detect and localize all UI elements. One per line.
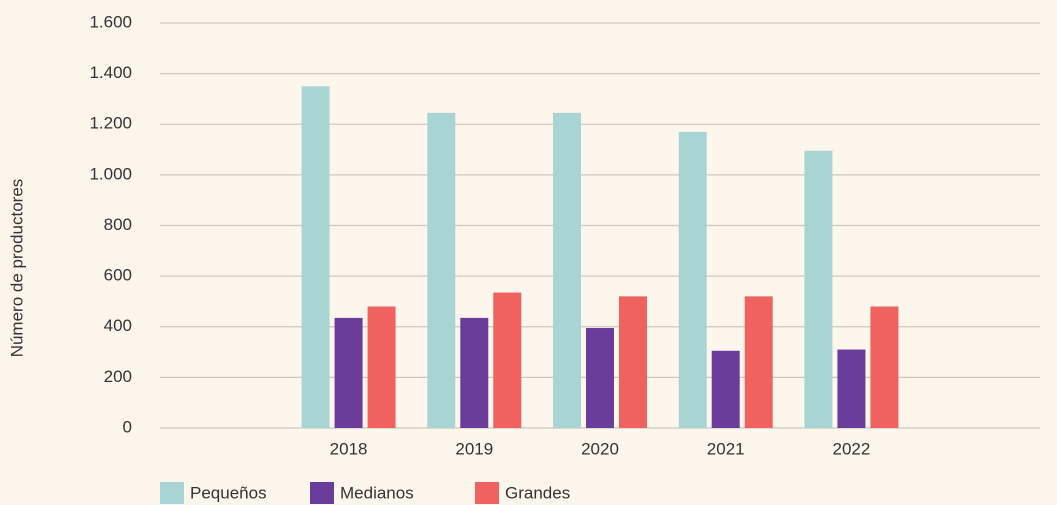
y-tick-label: 600 bbox=[104, 266, 132, 285]
bar bbox=[334, 317, 363, 428]
legend-label: Pequeños bbox=[190, 483, 267, 502]
y-axis-label: Número de productores bbox=[7, 179, 26, 358]
bar bbox=[837, 349, 866, 428]
x-tick-label: 2021 bbox=[707, 439, 745, 458]
bar bbox=[870, 306, 899, 428]
legend-swatch bbox=[160, 482, 184, 504]
y-tick-label: 800 bbox=[104, 215, 132, 234]
x-tick-label: 2019 bbox=[455, 439, 493, 458]
bar bbox=[678, 131, 707, 428]
bar bbox=[460, 317, 489, 428]
x-tick-label: 2018 bbox=[330, 439, 368, 458]
y-tick-label: 0 bbox=[123, 417, 132, 436]
bar bbox=[619, 296, 647, 428]
bar bbox=[586, 328, 614, 428]
bar bbox=[301, 86, 330, 428]
y-tick-label: 1.600 bbox=[89, 12, 132, 31]
legend-swatch bbox=[475, 482, 499, 504]
bar bbox=[553, 112, 581, 428]
y-tick-label: 1.200 bbox=[89, 114, 132, 133]
y-tick-label: 1.000 bbox=[89, 164, 132, 183]
bar bbox=[804, 150, 833, 428]
x-tick-label: 2022 bbox=[833, 439, 871, 458]
legend-label: Grandes bbox=[505, 483, 570, 502]
bar bbox=[493, 292, 522, 428]
x-tick-label: 2020 bbox=[581, 439, 619, 458]
bar bbox=[367, 306, 396, 428]
bar bbox=[744, 296, 773, 428]
bar bbox=[711, 350, 740, 428]
y-tick-label: 200 bbox=[104, 367, 132, 386]
bar bbox=[427, 112, 456, 428]
y-tick-label: 1.400 bbox=[89, 63, 132, 82]
legend-label: Medianos bbox=[340, 483, 414, 502]
legend-swatch bbox=[310, 482, 334, 504]
y-tick-label: 400 bbox=[104, 316, 132, 335]
